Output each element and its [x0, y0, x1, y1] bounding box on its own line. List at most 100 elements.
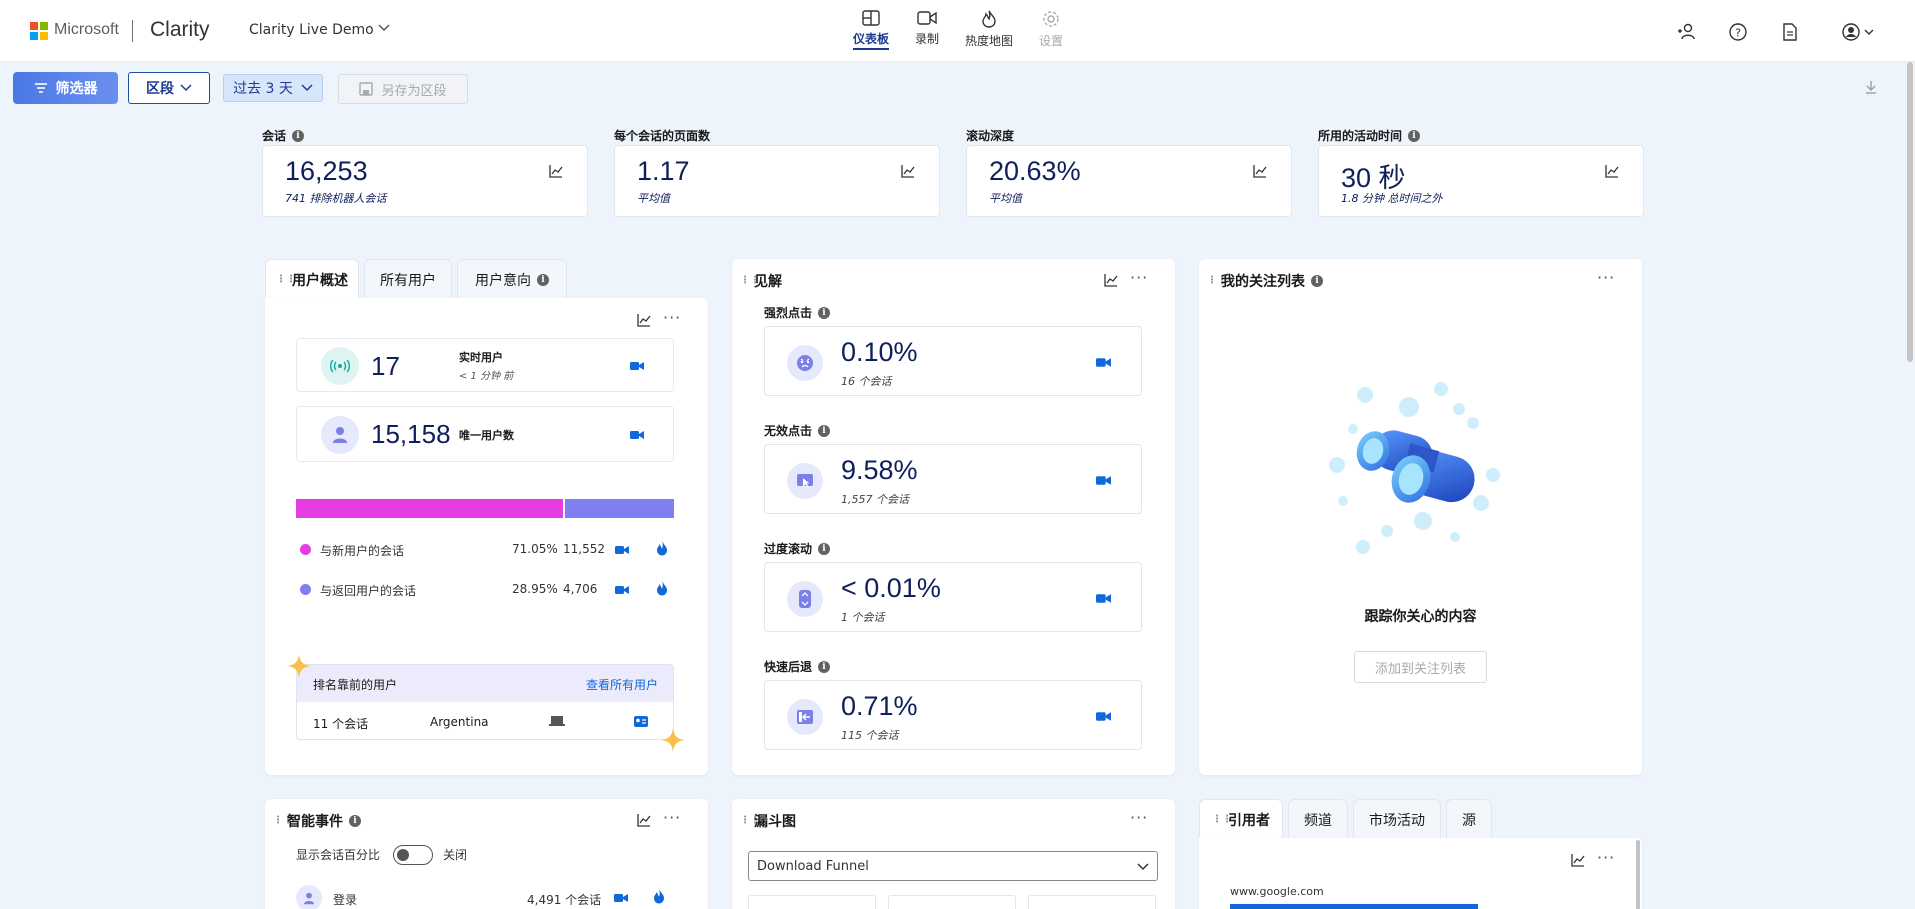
document-icon[interactable] [1780, 22, 1800, 42]
trend-chart-icon[interactable] [1253, 164, 1267, 178]
info-icon: i [1311, 275, 1323, 287]
chevron-down-icon [301, 84, 313, 92]
filter-button[interactable]: 筛选器 [13, 72, 118, 104]
rage-clicks-label: 强烈点击 i [764, 304, 831, 321]
heatmap-flame-icon[interactable] [656, 581, 668, 596]
recording-icon[interactable] [614, 893, 628, 903]
heatmap-flame-icon[interactable] [653, 889, 665, 904]
binoculars-icon [1329, 382, 1500, 554]
returning-users-label: 与返回用户的会话 [320, 584, 417, 598]
trend-chart-icon[interactable] [637, 813, 651, 827]
more-options-icon[interactable]: ··· [1130, 268, 1149, 287]
metric-sessions-label: 会话 i [262, 127, 305, 144]
dead-click-icon [787, 463, 823, 499]
trend-chart-icon[interactable] [901, 164, 915, 178]
tab-source[interactable]: 源 [1446, 799, 1492, 839]
recording-icon[interactable] [630, 361, 644, 371]
date-range-label: 过去 3 天 [233, 81, 293, 97]
watchlist-empty-title: 跟踪你关心的内容 [1364, 609, 1477, 625]
top-user-country: Argentina [430, 715, 489, 729]
tab-channels[interactable]: 频道 [1288, 799, 1348, 839]
user-card-icon[interactable] [634, 716, 648, 727]
returning-users-bar-segment [565, 499, 674, 518]
more-options-icon[interactable]: ··· [1130, 808, 1149, 827]
tab-all-users[interactable]: 所有用户 [364, 259, 452, 299]
quick-backs-card[interactable]: 0.71% 115 个会话 [764, 680, 1142, 750]
more-options-icon[interactable]: ··· [1597, 848, 1616, 867]
insights-panel: ⋮⋮ 见解 ··· 强烈点击 i 0.10% 16 个会话 无效点击 i 9.58% … [732, 259, 1175, 775]
trend-chart-icon[interactable] [1104, 273, 1118, 287]
recording-icon[interactable] [615, 545, 629, 555]
show-percentage-toggle[interactable] [393, 845, 433, 865]
excessive-scroll-card[interactable]: < 0.01% 1 个会话 [764, 562, 1142, 632]
recording-icon[interactable] [1096, 711, 1111, 722]
recording-icon[interactable] [1096, 593, 1111, 604]
metric-scroll-value: 20.63% [989, 156, 1081, 186]
rage-clicks-card[interactable]: 0.10% 16 个会话 [764, 326, 1142, 396]
dead-clicks-value: 9.58% [841, 455, 918, 485]
metric-pages-label: 每个会话的页面数 [614, 129, 711, 143]
dead-clicks-card[interactable]: 9.58% 1,557 个会话 [764, 444, 1142, 514]
trend-chart-icon[interactable] [637, 313, 651, 327]
dead-clicks-sub: 1,557 个会话 [841, 493, 909, 506]
top-users-title: 排名靠前的用户 [313, 678, 398, 692]
tab-referrers[interactable]: ⋮⋮ 引用者 [1199, 799, 1283, 839]
user-overview-panel: ··· 17 实时用户 < 1 分钟 前 15,158 唯一用户数 与新用户的会… [265, 298, 708, 775]
share-users-icon[interactable] [1676, 22, 1696, 42]
metric-sessions-card[interactable]: 16,253 741 排除机器人会话 [262, 145, 588, 217]
metric-scroll-card[interactable]: 20.63% 平均值 [966, 145, 1292, 217]
back-arrow-icon [787, 699, 823, 735]
smart-events-panel: ⋮⋮ 智能事件 i ··· 显示会话百分比 关闭 登录 4,491 个会话 [265, 799, 708, 909]
trend-chart-icon[interactable] [1571, 853, 1585, 867]
metric-pages-card[interactable]: 1.17 平均值 [614, 145, 940, 217]
nav-dashboard[interactable]: 仪表板 [844, 10, 898, 54]
chevron-down-icon [1137, 863, 1149, 871]
new-users-row: 与新用户的会话 71.05% 11,552 [300, 541, 672, 559]
new-vs-returning-bar [296, 499, 674, 518]
info-icon: i [1408, 129, 1421, 142]
nav-settings: 设置 [1024, 10, 1078, 54]
excessive-scroll-sub: 1 个会话 [841, 611, 885, 624]
trend-chart-icon[interactable] [1605, 164, 1619, 178]
funnel-step-card [748, 895, 876, 909]
live-signal-icon [321, 347, 359, 385]
tab-campaigns[interactable]: 市场活动 [1353, 799, 1441, 839]
download-icon[interactable] [1864, 80, 1878, 94]
svg-text:?: ? [1735, 27, 1741, 40]
segment-button[interactable]: 区段 [128, 72, 210, 104]
panel-scrollbar[interactable] [1636, 840, 1640, 909]
referrer-name[interactable]: www.google.com [1230, 885, 1324, 898]
new-users-dot [300, 544, 311, 555]
page-scrollbar[interactable] [1907, 62, 1913, 362]
heatmap-flame-icon[interactable] [656, 541, 668, 556]
recording-icon[interactable] [615, 585, 629, 595]
info-icon: i [818, 542, 831, 555]
view-all-users-link[interactable]: 查看所有用户 [586, 678, 659, 692]
nav-heatmaps[interactable]: 热度地图 [962, 10, 1016, 54]
brand-divider [132, 20, 133, 42]
recording-icon[interactable] [630, 430, 644, 440]
date-range-button[interactable]: 过去 3 天 [223, 74, 323, 102]
recording-icon[interactable] [1096, 475, 1111, 486]
more-options-icon[interactable]: ··· [1597, 268, 1616, 287]
more-options-icon[interactable]: ··· [663, 308, 682, 327]
metric-time-card[interactable]: 30 秒 1.8 分钟 总时间之外 [1318, 145, 1644, 217]
project-selector[interactable]: Clarity Live Demo [249, 22, 374, 38]
trend-chart-icon[interactable] [549, 164, 563, 178]
more-options-icon[interactable]: ··· [663, 808, 682, 827]
returning-users-row: 与返回用户的会话 28.95% 4,706 [300, 581, 672, 599]
metric-time-label: 所用的活动时间 i [1318, 127, 1421, 144]
tab-user-overview[interactable]: ⋮⋮ 用户概述 [265, 259, 359, 299]
help-icon[interactable]: ? [1728, 22, 1748, 42]
unique-users-card[interactable]: 15,158 唯一用户数 [296, 406, 674, 462]
funnel-select[interactable]: Download Funnel [748, 851, 1158, 881]
account-menu[interactable] [1842, 22, 1878, 42]
tab-user-intent[interactable]: 用户意向 i [457, 259, 567, 299]
product-name[interactable]: Clarity [150, 18, 210, 41]
live-users-card[interactable]: 17 实时用户 < 1 分钟 前 [296, 338, 674, 392]
user-icon [296, 885, 322, 909]
nav-recordings[interactable]: 录制 [900, 10, 954, 54]
filter-icon [34, 83, 47, 93]
recording-icon[interactable] [1096, 357, 1111, 368]
chevron-down-icon[interactable] [378, 24, 390, 32]
